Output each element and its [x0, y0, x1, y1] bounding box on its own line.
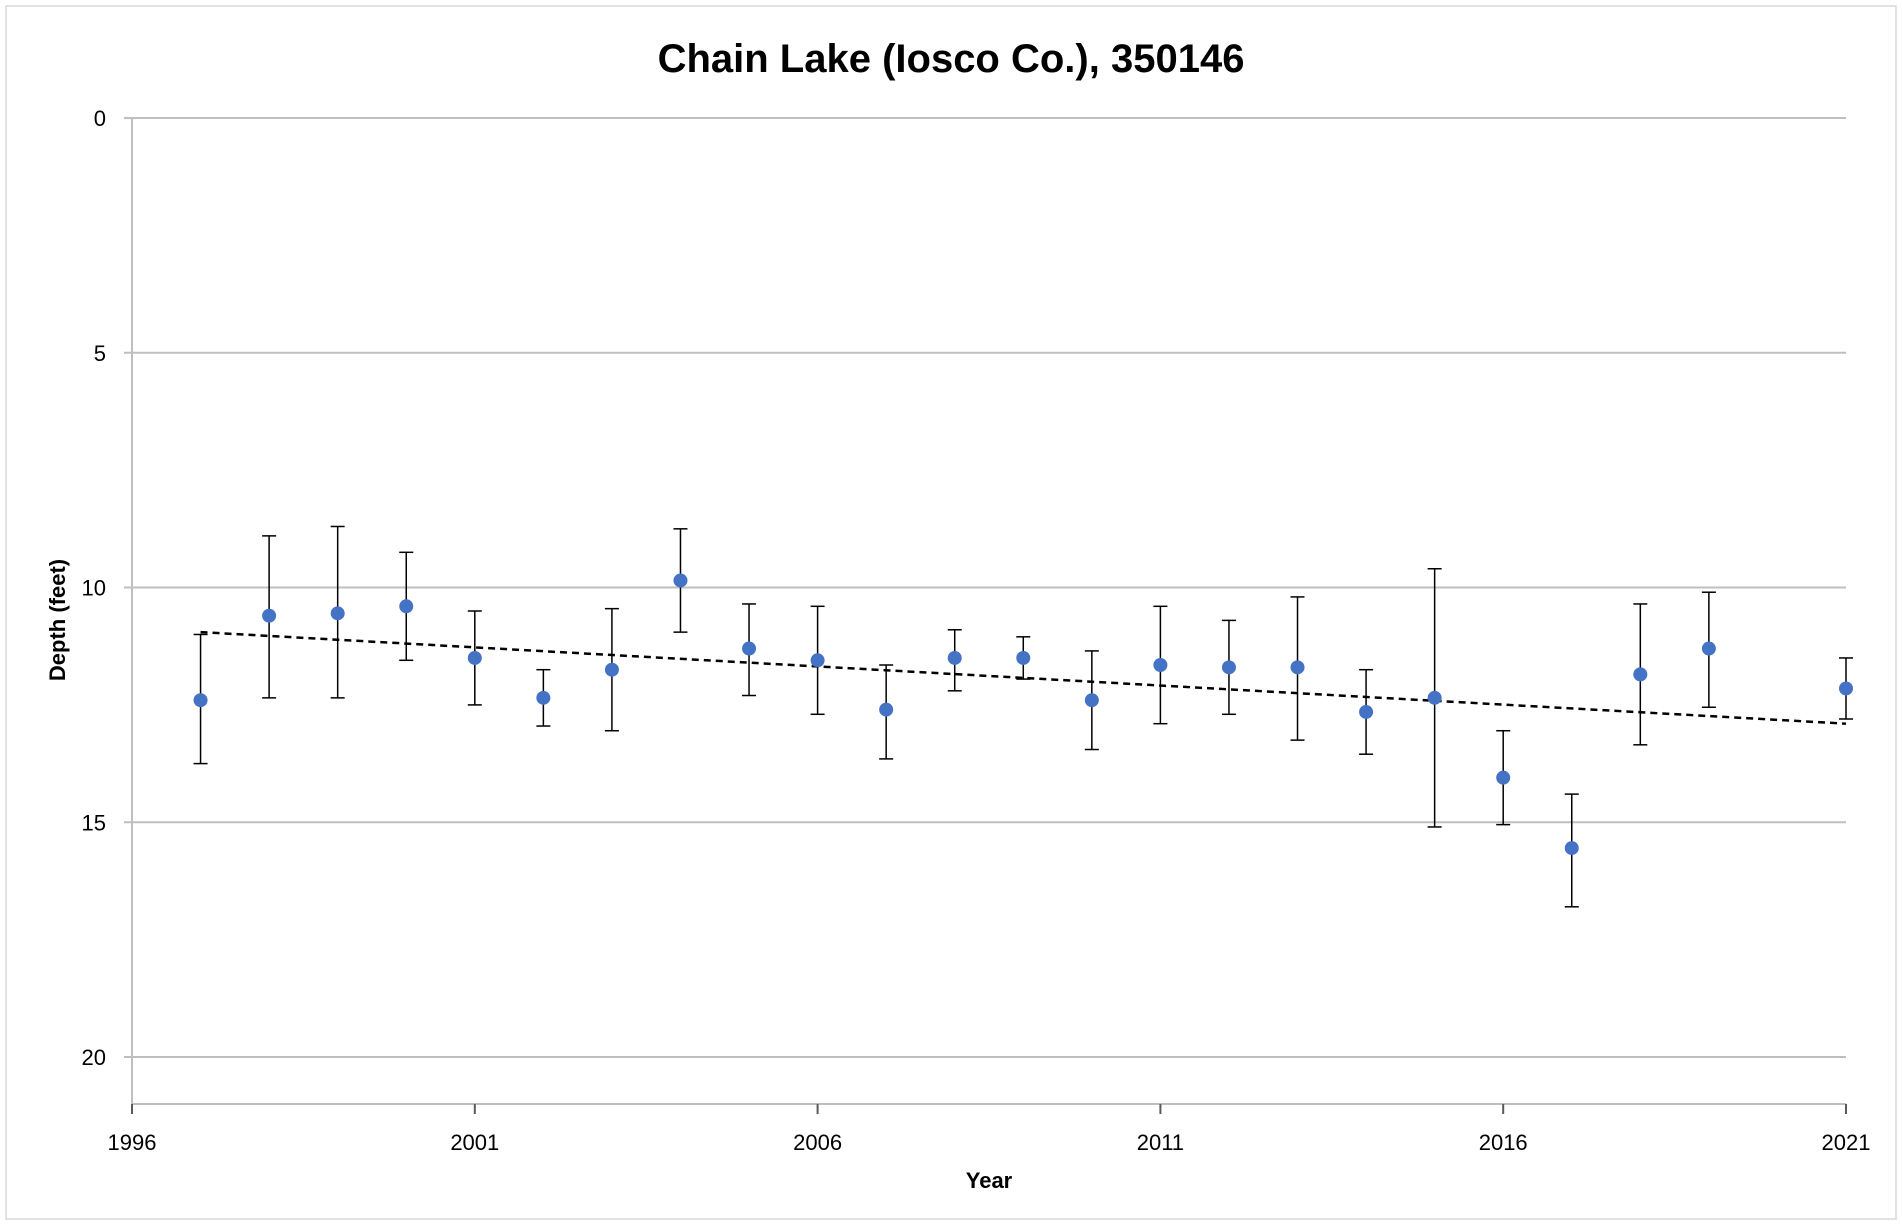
data-point-2010 — [1084, 693, 1099, 708]
gridlines — [124, 117, 1846, 1059]
x-tick-label-2021: 2021 — [1822, 1130, 1871, 1155]
chart-border — [5, 5, 1897, 1220]
y-tick-label-20: 20 — [82, 1045, 106, 1070]
data-point-2003 — [604, 662, 619, 677]
data-point-2017 — [1564, 841, 1579, 856]
data-point-2004 — [673, 573, 688, 588]
axes: 0 5 10 15 20 1996 2001 2006 2011 2016 2021 — [82, 106, 1871, 1155]
data-point-2005 — [742, 641, 757, 656]
data-point-1999 — [330, 606, 345, 621]
data-point-2000 — [399, 599, 414, 614]
y-tick-label-10: 10 — [82, 576, 106, 601]
data-point-2018 — [1633, 667, 1648, 682]
data-point-2019 — [1701, 641, 1716, 656]
data-point-1998 — [262, 608, 277, 623]
chart-title: Chain Lake (Iosco Co.), 350146 — [658, 37, 1245, 81]
data-point-2012 — [1221, 660, 1236, 675]
data-point-2009 — [1016, 650, 1031, 665]
data-point-2014 — [1359, 704, 1374, 719]
data-point-2002 — [536, 690, 551, 705]
x-axis-title: Year — [966, 1168, 1013, 1193]
data-point-2015 — [1427, 690, 1442, 705]
y-tick-label-0: 0 — [94, 106, 106, 131]
data-point-2021 — [1839, 681, 1853, 696]
data-point-2008 — [947, 650, 962, 665]
x-tick-label-2006: 2006 — [793, 1130, 842, 1155]
y-tick-label-15: 15 — [82, 810, 106, 835]
data-points — [193, 573, 1853, 856]
data-point-1997 — [193, 693, 208, 708]
x-tick-label-1996: 1996 — [108, 1130, 157, 1155]
data-point-2007 — [879, 702, 894, 717]
x-tick-label-2011: 2011 — [1137, 1130, 1184, 1155]
data-point-2011 — [1153, 657, 1168, 672]
data-point-2006 — [810, 653, 825, 668]
data-point-2016 — [1496, 770, 1511, 785]
y-tick-label-5: 5 — [94, 341, 106, 366]
x-tick-label-2016: 2016 — [1479, 1130, 1528, 1155]
x-tick-label-2001: 2001 — [450, 1130, 499, 1155]
data-point-2013 — [1290, 660, 1305, 675]
data-point-2001 — [467, 650, 482, 665]
trendline-layer — [200, 630, 1847, 725]
y-axis-title: Depth (feet) — [45, 559, 70, 681]
trendline — [200, 630, 1847, 725]
